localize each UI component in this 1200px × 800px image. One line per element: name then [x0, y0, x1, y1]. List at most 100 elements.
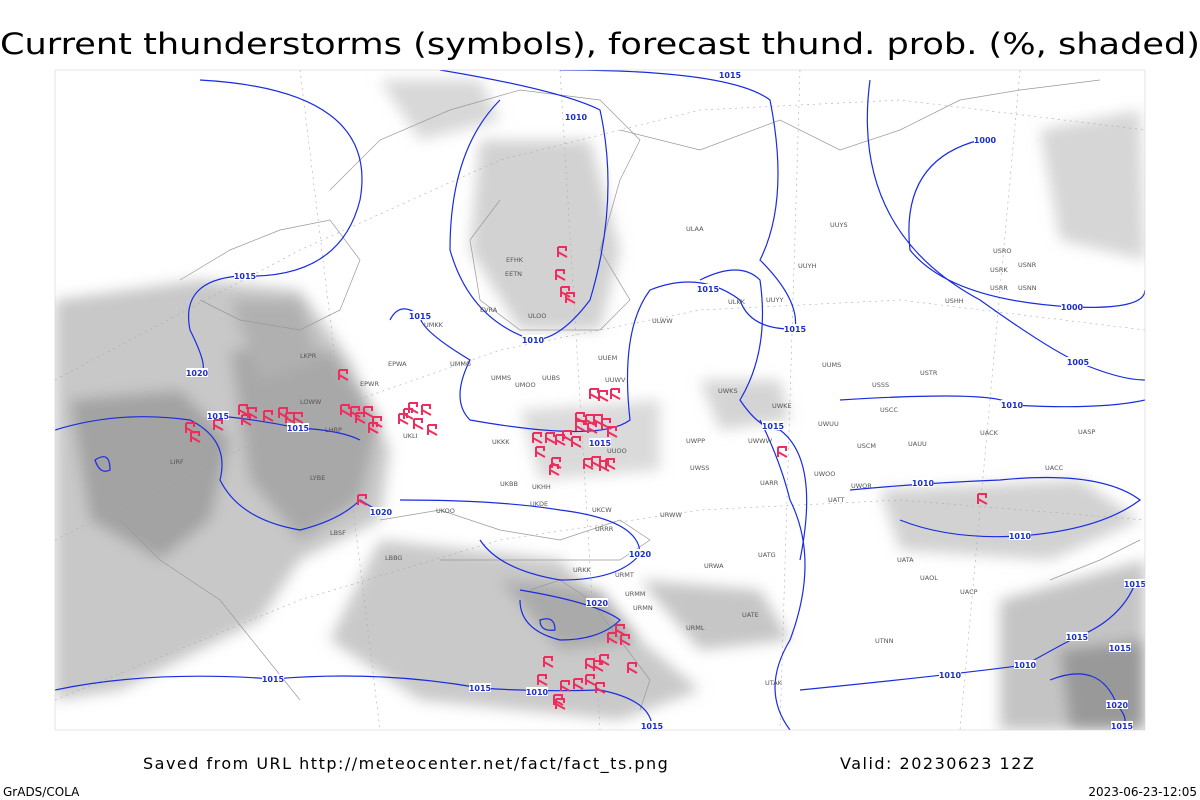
isobars [55, 70, 1145, 730]
thunderstorm-symbol [263, 410, 274, 422]
station-code: UMMS [491, 374, 511, 382]
station-code: USRO [993, 247, 1012, 255]
thunderstorm-symbol [575, 420, 586, 432]
thunderstorm-symbol [537, 674, 548, 686]
isobar-label-bg [719, 70, 741, 79]
isobar-label-bg [186, 368, 208, 377]
station-code: URMN [633, 604, 653, 612]
station-code: UKBB [500, 480, 518, 488]
station-code: URWA [704, 562, 724, 570]
isobar-label-bg [234, 271, 256, 280]
station-code: UUBS [542, 374, 560, 382]
thunderstorm-symbol [562, 430, 573, 442]
station-code: LYBE [310, 474, 325, 482]
thunderstorm-symbol [601, 418, 612, 430]
isobar-label: 1000 [1061, 303, 1084, 312]
thunderstorm-symbol [607, 632, 618, 644]
isobar-label-bg [974, 135, 996, 144]
thunderstorm-symbol [620, 634, 631, 646]
isobar-label-bg [262, 674, 284, 683]
thunderstorm-symbol [589, 388, 600, 400]
station-code: ULOO [528, 312, 546, 320]
isobar-label-bg [589, 438, 611, 447]
station-code: EETN [505, 270, 522, 278]
station-code: EFHK [506, 256, 524, 264]
station-code: UWPP [686, 437, 705, 445]
isobar-label-bg [641, 721, 663, 730]
thunderstorm-symbol [565, 292, 576, 304]
station-code: UARR [760, 479, 779, 487]
thunderstorm-symbol [190, 431, 201, 443]
thunderstorm-symbol [357, 494, 368, 506]
thunderstorm-symbol [555, 698, 566, 710]
station-code: USSS [872, 381, 889, 389]
isobar-label: 1015 [469, 684, 492, 693]
station-code: URMT [615, 571, 634, 579]
isobar-label-bg [1124, 579, 1145, 588]
thunderstorm-symbol [571, 436, 582, 448]
thunderstorm-symbol [338, 369, 349, 381]
isobar-label-bg [409, 311, 431, 320]
thunderstorm-symbol [610, 388, 621, 400]
map-frame [54, 69, 1146, 731]
source-url: Saved from URL http://meteocenter.net/fa… [143, 754, 669, 774]
isobar-label-bg [1014, 660, 1036, 669]
station-code: URRR [595, 525, 614, 533]
station-code: LHBP [325, 426, 342, 434]
thunderstorm-symbol [599, 654, 610, 666]
station-code: URMM [625, 590, 646, 598]
station-code: UKCW [592, 506, 612, 514]
valid-time: Valid: 20230623 12Z [840, 754, 1035, 773]
thunderstorm-symbol [598, 390, 609, 402]
thunderstorm-symbol [605, 458, 616, 470]
station-code: LOWW [300, 398, 322, 406]
station-code: LBSF [330, 529, 346, 537]
isobar-label-bg [522, 335, 544, 344]
isobar-label-bg [469, 683, 491, 692]
thunderstorm-symbol [535, 446, 546, 458]
isobar-label: 1000 [974, 136, 997, 145]
thunderstorm-symbol [543, 656, 554, 668]
isobar-label: 1015 [762, 422, 785, 431]
thunderstorm-symbols [185, 246, 988, 710]
isobar-label: 1020 [186, 369, 209, 378]
isobar-label: 1020 [586, 599, 609, 608]
thunderstorm-symbol [560, 680, 571, 692]
thunderstorm-symbol [293, 412, 304, 424]
isobar-label: 1015 [719, 71, 742, 80]
station-code: USNR [1018, 261, 1037, 269]
station-code: EPWA [388, 360, 407, 368]
thunderstorm-symbol [421, 404, 432, 416]
coastlines [119, 79, 1141, 711]
station-code: UWOR [851, 482, 872, 490]
isobar-label-bg [1067, 357, 1089, 366]
station-code: UUYS [830, 221, 848, 229]
probability-shading [55, 80, 1145, 730]
station-code: UACK [980, 429, 999, 437]
station-code: UUYH [798, 262, 816, 270]
isobar-label-bg [939, 670, 961, 679]
isobar-label-bg [784, 324, 806, 333]
graticule [55, 70, 1145, 730]
isobar-label-bg [370, 507, 392, 516]
station-code: UUWV [605, 376, 626, 384]
isobar-label: 1015 [287, 424, 310, 433]
software-credit: GrADS/COLA [3, 785, 80, 799]
station-code: UKOO [436, 507, 455, 515]
station-code: USTR [920, 369, 938, 377]
station-code: UWWW [748, 437, 773, 445]
isobar-label: 1010 [565, 113, 588, 122]
station-code: USRR [990, 284, 1008, 292]
station-code: UKHH [532, 483, 551, 491]
isobar-label-bg [1009, 531, 1031, 540]
thunderstorm-symbol [545, 432, 556, 444]
thunderstorm-symbol [247, 407, 258, 419]
isobar-label-bg [629, 549, 651, 558]
station-code: USNN [1018, 284, 1037, 292]
station-code: UKDE [530, 500, 548, 508]
isobar-label: 1015 [1066, 633, 1089, 642]
isobar-label: 1010 [912, 479, 935, 488]
